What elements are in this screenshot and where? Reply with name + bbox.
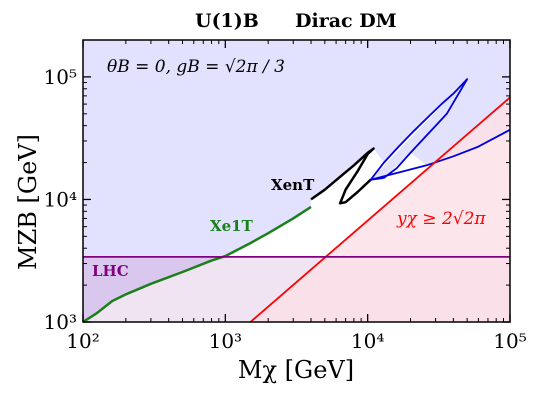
lhc-region — [83, 256, 232, 322]
y-tick-label: 10³ — [44, 310, 77, 334]
x-tick-label: 10³ — [209, 329, 242, 353]
y-tick-label: 10⁴ — [44, 187, 77, 211]
series-line-0 — [83, 205, 312, 322]
x-tick-label: 10⁴ — [351, 329, 384, 353]
series-line-3 — [249, 96, 510, 322]
x-axis-title: Mχ [GeV] — [238, 356, 354, 384]
series-line-2 — [369, 78, 510, 181]
title-right: Dirac DM — [295, 10, 397, 32]
x-tick-label: 10² — [66, 329, 99, 353]
xe1t-label: Xe1T — [210, 217, 254, 235]
series-line-1 — [310, 147, 375, 205]
plot-frame — [82, 39, 511, 323]
xent-label: XenT — [271, 176, 315, 194]
title-left: U(1)B — [195, 10, 259, 32]
excluded-upper-region — [83, 40, 510, 322]
y-axis-title: MZB [GeV] — [14, 134, 42, 270]
lhc-label: LHC — [92, 262, 129, 280]
x-tick-label: 10⁵ — [493, 329, 526, 353]
perturbativity-label: yχ ≥ 2√2π — [396, 209, 486, 229]
y-tick-label: 10⁵ — [44, 65, 77, 89]
parameter-annotation: θB = 0, gB = √2π / 3 — [107, 57, 285, 77]
